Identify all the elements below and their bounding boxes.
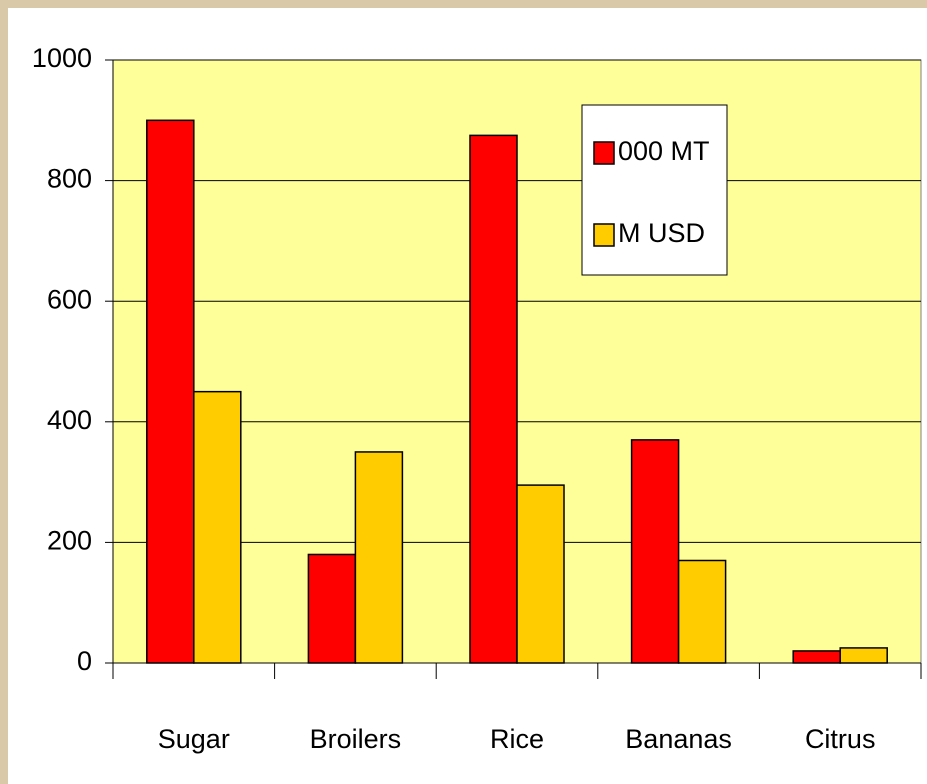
y-tick-label: 400	[47, 405, 92, 435]
bar	[193, 390, 242, 664]
x-tick-label: Bananas	[625, 724, 732, 754]
bar	[516, 484, 565, 664]
y-tick-label: 0	[77, 646, 92, 676]
y-tick-label: 600	[47, 284, 92, 314]
y-tick-label: 200	[47, 526, 92, 556]
x-tick-label: Broilers	[310, 724, 402, 754]
bar	[677, 559, 727, 664]
legend-label: M USD	[618, 218, 705, 248]
x-tick-label: Rice	[490, 724, 544, 754]
bar	[839, 647, 888, 664]
bar	[307, 553, 357, 664]
legend-swatch	[593, 223, 615, 247]
bar	[630, 439, 680, 664]
legend-swatch	[593, 141, 615, 165]
x-tick-label: Sugar	[158, 724, 230, 754]
x-tick-label: Citrus	[805, 724, 876, 754]
bar	[146, 119, 195, 664]
y-tick-label: 1000	[32, 43, 92, 73]
y-tick-label: 800	[47, 164, 92, 194]
bar	[792, 650, 841, 664]
legend-label: 000 MT	[618, 136, 710, 166]
bar	[469, 134, 518, 664]
legend-box	[581, 104, 728, 276]
bar	[354, 451, 404, 664]
